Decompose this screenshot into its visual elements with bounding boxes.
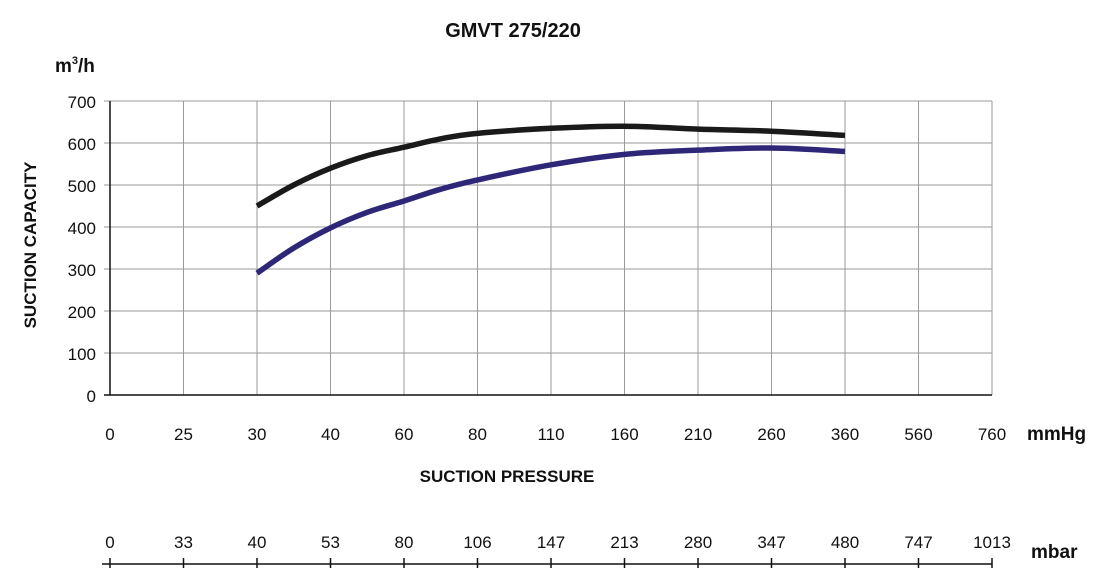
y-tick-label: 500: [68, 177, 96, 196]
x-tick-label: 760: [978, 425, 1006, 444]
secondary-tick-label: 747: [904, 533, 932, 552]
secondary-axis-unit-label: mbar: [1031, 542, 1078, 563]
secondary-tick-label: 213: [610, 533, 638, 552]
x-tick-label: 360: [831, 425, 859, 444]
secondary-tick-label: 80: [395, 533, 414, 552]
x-tick-label: 60: [395, 425, 414, 444]
y-axis-label: SUCTION CAPACITY: [21, 161, 40, 329]
secondary-tick-label: 33: [174, 533, 193, 552]
secondary-tick-label: 1013: [973, 533, 1011, 552]
x-tick-label: 0: [105, 425, 114, 444]
x-axis-label: SUCTION PRESSURE: [420, 467, 595, 486]
y-tick-labels: 0 100 200 300 400 500 600 700: [68, 93, 96, 406]
secondary-tick-label: 480: [831, 533, 859, 552]
series-line-2: [255, 145, 846, 276]
x-tick-label: 30: [248, 425, 267, 444]
y-tick-label: 100: [68, 345, 96, 364]
y-tick-label: 600: [68, 135, 96, 154]
y-tick-label: 700: [68, 93, 96, 112]
y-unit-label: m3/h: [55, 55, 95, 77]
y-unit-base: m: [55, 56, 72, 77]
secondary-tick-label: 106: [463, 533, 491, 552]
secondary-tick-label: 147: [537, 533, 565, 552]
y-tick-label: 400: [68, 219, 96, 238]
grid: [104, 100, 993, 396]
x-tick-label: 40: [321, 425, 340, 444]
secondary-axis: 0 33 40 53 80 106 147 213 280 347 480 747 1013: [102, 533, 1011, 568]
y-tick-label: 300: [68, 261, 96, 280]
x-unit-label: mmHg: [1027, 424, 1086, 445]
series-lines: [255, 123, 846, 276]
series-line-1: [255, 123, 846, 209]
secondary-tick-label: 0: [105, 533, 114, 552]
secondary-tick-label: 280: [684, 533, 712, 552]
y-unit-exponent: 3: [72, 55, 78, 67]
chart-title: GMVT 275/220: [445, 20, 581, 42]
secondary-tick-label: 40: [248, 533, 267, 552]
x-tick-label: 110: [537, 425, 564, 444]
x-tick-label: 260: [757, 425, 785, 444]
x-tick-label: 560: [904, 425, 932, 444]
x-tick-label: 210: [684, 425, 712, 444]
secondary-tick-label: 347: [757, 533, 785, 552]
x-tick-label: 25: [174, 425, 193, 444]
x-tick-label: 160: [610, 425, 638, 444]
y-unit-rest: /h: [78, 56, 95, 77]
secondary-tick-label: 53: [321, 533, 340, 552]
x-tick-label: 80: [468, 425, 487, 444]
y-tick-label: 0: [87, 387, 96, 406]
y-tick-label: 200: [68, 303, 96, 322]
x-tick-labels: 0 25 30 40 60 80 110 160 210 260 360 560 760: [105, 425, 1006, 444]
